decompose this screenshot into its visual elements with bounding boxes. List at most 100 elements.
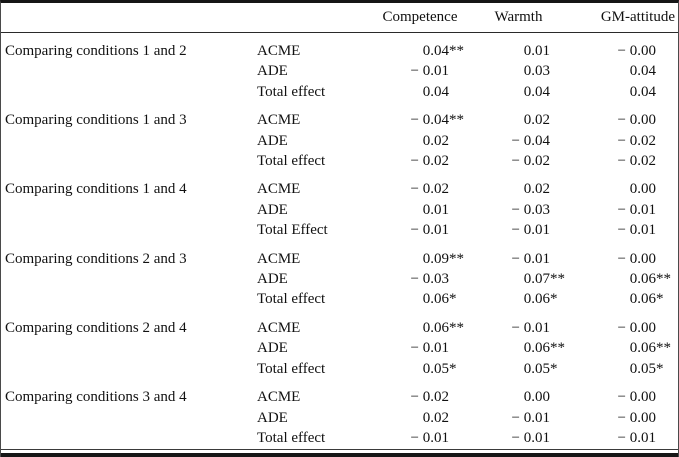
effect-type-label: ACME	[257, 112, 301, 129]
estimate-value: − 0.02	[410, 181, 449, 198]
significance-stars: **	[449, 43, 464, 59]
table-row: Total Effect − 0.01 − 0.01 − 0.01	[1, 220, 678, 240]
comparison-label	[1, 359, 257, 379]
estimate-cell: 0.02	[471, 102, 566, 130]
comparison-label	[1, 220, 257, 240]
table-row: ADE − 0.01 0.06** 0.06**	[1, 338, 678, 358]
estimate-cell: 0.04	[369, 82, 471, 102]
effect-type-label: ACME	[257, 250, 301, 267]
estimate-cell: 0.04	[471, 82, 566, 102]
estimate-cell: − 0.03	[471, 200, 566, 220]
estimate-value: 0.04	[422, 43, 449, 59]
header-row: Competence Warmth GM-attitude	[1, 3, 678, 33]
table-row: Total effect 0.04 0.04 0.04	[1, 82, 678, 102]
significance-stars: *	[449, 291, 457, 308]
estimate-cell: − 0.01	[471, 241, 566, 269]
table-row: Comparing conditions 1 and 2 ACME 0.04** 0.…	[1, 33, 678, 62]
estimate-value: 0.07	[523, 271, 550, 288]
estimate-cell: − 0.01	[566, 200, 678, 220]
estimate-value: 0.00	[629, 181, 656, 198]
significance-stars: *	[550, 291, 558, 308]
estimate-value: − 0.02	[410, 153, 449, 170]
estimate-cell: − 0.01	[369, 428, 471, 453]
estimate-cell: 0.00	[566, 171, 678, 199]
estimate-cell: − 0.02	[369, 151, 471, 171]
comparison-group: Comparing conditions 1 and 3 ACME − 0.04**…	[1, 102, 678, 171]
effect-type-label: ACME	[257, 181, 301, 198]
column-header-competence: Competence	[369, 3, 471, 33]
significance-stars: **	[449, 112, 464, 129]
estimate-value: − 0.01	[410, 222, 449, 239]
estimate-cell: 0.02	[369, 408, 471, 428]
estimate-value: − 0.00	[617, 319, 656, 336]
estimate-value: 0.02	[422, 409, 449, 426]
estimate-value: − 0.01	[617, 222, 656, 239]
estimate-value: − 0.03	[410, 271, 449, 288]
significance-stars: **	[656, 271, 671, 288]
estimate-cell: − 0.00	[566, 379, 678, 407]
estimate-value: − 0.02	[511, 153, 550, 170]
estimate-value: 0.01	[523, 43, 550, 59]
estimate-value: − 0.01	[511, 319, 550, 336]
estimate-value: 0.02	[523, 112, 550, 129]
estimate-value: − 0.01	[511, 409, 550, 426]
comparison-group: Comparing conditions 1 and 4 ACME − 0.02 0.…	[1, 171, 678, 240]
estimate-cell: 0.03	[471, 61, 566, 81]
table-row: ADE 0.02 − 0.01 − 0.00	[1, 408, 678, 428]
estimate-cell: 0.05*	[566, 359, 678, 379]
estimate-cell: 0.04	[566, 61, 678, 81]
estimate-value: 0.00	[523, 389, 550, 406]
significance-stars: **	[656, 340, 671, 357]
effect-type-label: Total Effect	[257, 222, 328, 239]
estimate-cell: − 0.00	[566, 102, 678, 130]
column-header-gm-attitude: GM-attitude	[566, 3, 678, 33]
comparison-label: Comparing conditions 3 and 4	[5, 389, 187, 406]
estimate-value: − 0.02	[617, 153, 656, 170]
significance-stars: *	[656, 360, 664, 377]
estimate-cell: 0.02	[369, 131, 471, 151]
table-row: ADE 0.01 − 0.03 − 0.01	[1, 200, 678, 220]
estimate-cell: 0.06**	[471, 338, 566, 358]
estimate-value: 0.06	[629, 340, 656, 357]
estimate-cell: − 0.02	[566, 151, 678, 171]
estimate-value: 0.04	[523, 83, 550, 100]
estimate-value: 0.04	[422, 83, 449, 100]
estimate-value: 0.06	[422, 319, 449, 336]
estimate-cell: 0.06**	[566, 269, 678, 289]
table-row: Total effect − 0.02 − 0.02 − 0.02	[1, 151, 678, 171]
effect-type-label: ADE	[257, 340, 288, 357]
comparison-group: Comparing conditions 1 and 2 ACME 0.04** 0.…	[1, 33, 678, 103]
estimate-value: 0.02	[523, 181, 550, 198]
comparison-label	[1, 408, 257, 428]
table-row: Total effect 0.06* 0.06* 0.06*	[1, 289, 678, 309]
significance-stars: *	[656, 291, 664, 308]
estimate-cell: 0.09**	[369, 241, 471, 269]
estimate-cell: 0.04	[566, 82, 678, 102]
estimate-cell: 0.06*	[369, 289, 471, 309]
comparison-label	[1, 269, 257, 289]
effect-type-label: Total effect	[257, 153, 326, 170]
estimate-value: 0.02	[422, 132, 449, 149]
estimate-cell: − 0.01	[566, 428, 678, 453]
comparison-label	[1, 428, 257, 453]
comparison-group: Comparing conditions 2 and 3 ACME 0.09** − …	[1, 241, 678, 310]
effect-type-label: ACME	[257, 389, 301, 406]
comparison-group: Comparing conditions 2 and 4 ACME 0.06** − …	[1, 310, 678, 379]
estimate-value: − 0.01	[511, 250, 550, 267]
estimate-cell: 0.05*	[369, 359, 471, 379]
estimate-cell: − 0.02	[369, 171, 471, 199]
significance-stars: **	[550, 340, 565, 357]
estimate-value: 0.06	[422, 291, 449, 308]
estimate-cell: 0.06**	[369, 310, 471, 338]
estimate-value: − 0.00	[617, 112, 656, 129]
estimate-value: − 0.01	[617, 201, 656, 218]
effect-type-label: Total effect	[257, 291, 326, 308]
table-row: ADE 0.02 − 0.04 − 0.02	[1, 131, 678, 151]
estimate-cell: − 0.01	[369, 338, 471, 358]
estimate-cell: 0.01	[369, 200, 471, 220]
estimate-cell: − 0.02	[369, 379, 471, 407]
comparison-label: Comparing conditions 1 and 2	[5, 43, 187, 59]
estimate-value: 0.04	[629, 63, 656, 80]
estimate-value: 0.06	[629, 291, 656, 308]
